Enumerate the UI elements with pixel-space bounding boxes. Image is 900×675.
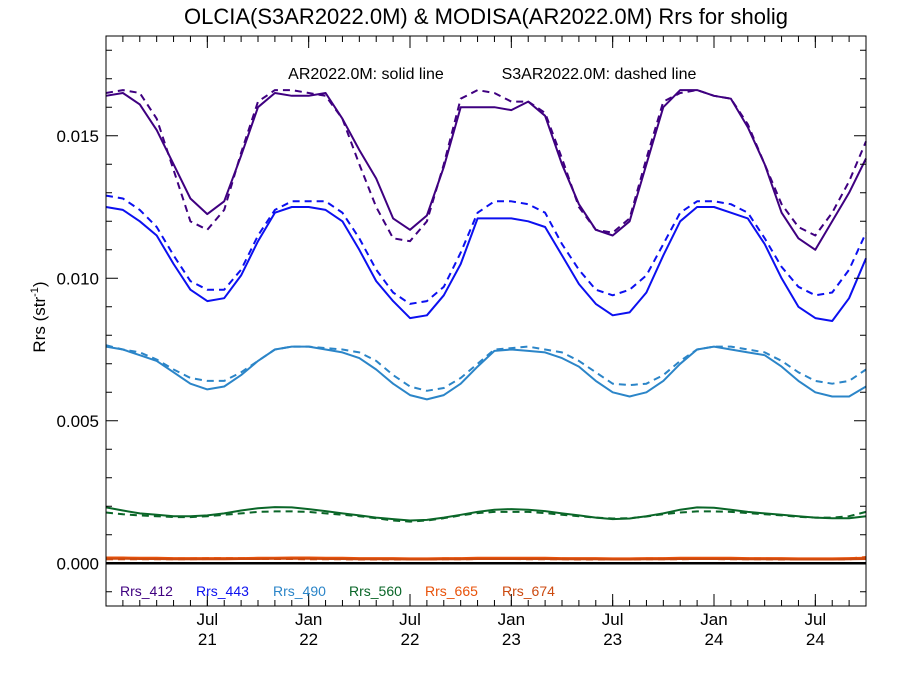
legend-item-rrs-490: Rrs_490	[273, 583, 326, 599]
legend-item-rrs-665: Rrs_665	[425, 583, 478, 599]
x-tick-label-month: Jan	[295, 610, 322, 629]
series-line-rrs-560-dashed	[105, 510, 867, 523]
x-tick-label-year: 23	[603, 630, 622, 649]
x-tick-label-year: 24	[705, 630, 724, 649]
y-tick-label: 0.005	[56, 412, 99, 431]
series-line-rrs-412-dashed	[105, 89, 867, 243]
legend-item-rrs-674: Rrs_674	[502, 583, 555, 599]
x-tick-label-month: Jan	[498, 610, 525, 629]
series-line-rrs-560-solid	[105, 506, 867, 522]
chart-title: OLCIA(S3AR2022.0M) & MODISA(AR2022.0M) R…	[184, 4, 788, 29]
y-tick-label: 0.010	[56, 269, 99, 288]
axes-layer: 0.0000.0050.0100.015Jul21Jan22Jul22Jan23…	[56, 35, 867, 649]
x-tick-label-month: Jul	[804, 610, 826, 629]
plot-frame	[105, 35, 867, 607]
y-axis-label: Rrs (str-1)	[29, 281, 49, 352]
x-tick-label-year: 24	[806, 630, 825, 649]
y-tick-label: 0.000	[56, 554, 99, 573]
dashed-line-annotation: S3AR2022.0M: dashed line	[502, 66, 697, 83]
x-tick-label-month: Jul	[196, 610, 218, 629]
x-tick-label-month: Jul	[399, 610, 421, 629]
x-tick-label-year: 21	[198, 630, 217, 649]
series-layer	[105, 89, 867, 565]
legend-item-rrs-560: Rrs_560	[349, 583, 402, 599]
legend-item-rrs-443: Rrs_443	[196, 583, 249, 599]
solid-line-annotation: AR2022.0M: solid line	[288, 66, 444, 83]
series-line-rrs-674-dashed	[106, 556, 867, 561]
legend-item-rrs-412: Rrs_412	[120, 583, 173, 599]
series-line-rrs-490-solid	[105, 345, 867, 401]
y-tick-label: 0.015	[56, 127, 99, 146]
x-tick-label-year: 23	[502, 630, 521, 649]
series-line-rrs-490-dashed	[105, 344, 867, 392]
x-tick-label-month: Jan	[700, 610, 727, 629]
x-tick-label-year: 22	[401, 630, 420, 649]
series-line-rrs-443-solid	[105, 206, 867, 322]
x-tick-label-year: 22	[299, 630, 318, 649]
legend: Rrs_412 Rrs_443 Rrs_490 Rrs_560 Rrs_665 Rrs_6…	[120, 583, 555, 599]
x-tick-label-month: Jul	[602, 610, 624, 629]
series-line-rrs-443-dashed	[105, 194, 867, 305]
